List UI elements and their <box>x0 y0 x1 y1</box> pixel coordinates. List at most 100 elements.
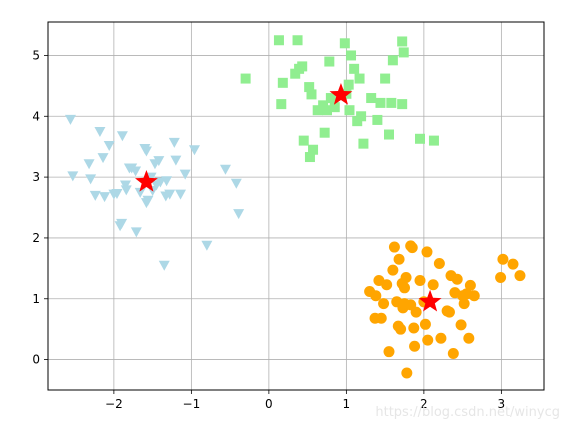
x-tick-label: 2 <box>420 397 428 411</box>
data-point-triangle <box>145 172 157 183</box>
data-point-triangle <box>175 189 187 200</box>
data-point-square <box>397 99 408 110</box>
data-point-square <box>384 129 394 140</box>
data-point-square <box>304 82 315 93</box>
data-point-square <box>240 73 251 84</box>
data-point-triangle <box>153 156 165 167</box>
data-point-circle <box>395 323 407 335</box>
data-point-square <box>398 47 409 58</box>
data-point-circle <box>468 290 480 302</box>
data-point-square <box>372 114 383 125</box>
data-point-circle <box>393 253 405 265</box>
y-tick-label: 1 <box>32 292 40 306</box>
data-point-square <box>349 63 360 74</box>
x-tick-label: 0 <box>265 397 273 411</box>
data-point-triangle <box>116 131 128 142</box>
data-point-circle <box>435 332 447 344</box>
data-point-circle <box>463 332 475 344</box>
data-point-triangle <box>168 137 180 148</box>
data-point-triangle <box>83 159 95 170</box>
data-point-circle <box>447 348 459 360</box>
data-point-triangle <box>97 153 109 164</box>
data-point-circle <box>408 322 420 334</box>
data-point-circle <box>378 298 390 310</box>
data-point-square <box>387 55 398 66</box>
data-point-triangle <box>116 218 128 229</box>
data-point-circle <box>433 257 445 269</box>
data-point-triangle <box>140 146 152 157</box>
data-point-circle <box>419 318 431 330</box>
x-tick-label: 1 <box>343 397 351 411</box>
data-point-triangle <box>230 178 242 189</box>
data-point-circle <box>401 367 413 379</box>
data-point-square <box>304 152 315 163</box>
data-point-circle <box>414 275 426 287</box>
data-point-circle <box>388 241 400 253</box>
data-point-circle <box>409 340 421 352</box>
watermark: https://blog.csdn.net/winycg <box>375 405 560 420</box>
grid-lines <box>48 22 544 390</box>
data-point-circle <box>421 246 433 258</box>
data-point-square <box>306 89 317 100</box>
axis-ticks: −2 −1 0 1 2 3 0 1 2 3 4 5 <box>32 48 505 411</box>
data-point-square <box>297 61 308 72</box>
plot-frame <box>47 21 545 391</box>
y-tick-label: 0 <box>32 353 40 367</box>
centroid-star <box>135 169 158 192</box>
centroid-star <box>418 289 442 312</box>
data-point-triangle <box>219 164 231 175</box>
data-point-circle <box>514 270 526 282</box>
data-point-square <box>339 38 350 49</box>
data-point-square <box>312 105 323 116</box>
data-point-circle <box>497 253 509 265</box>
data-point-square <box>428 135 439 146</box>
data-point-square <box>276 99 287 110</box>
data-point-triangle <box>164 189 176 200</box>
data-point-circle <box>464 279 476 291</box>
data-point-square <box>415 133 425 144</box>
data-point-square <box>375 97 386 108</box>
data-point-circle <box>507 258 519 270</box>
y-tick-label: 5 <box>32 48 40 62</box>
data-point-triangle <box>64 114 76 125</box>
data-point-square <box>354 73 365 84</box>
data-point-triangle <box>233 209 245 220</box>
data-point-circle <box>458 298 470 310</box>
data-point-circle <box>399 282 410 294</box>
data-point-triangle <box>179 169 191 180</box>
data-point-circle <box>381 279 393 291</box>
data-point-square <box>325 93 336 104</box>
data-point-square <box>324 56 335 67</box>
data-point-circle <box>406 242 418 254</box>
data-point-circle <box>387 264 399 276</box>
data-point-triangle <box>67 171 79 182</box>
data-point-triangle <box>158 260 170 271</box>
data-point-triangle <box>99 192 111 203</box>
data-point-triangle <box>188 145 200 156</box>
data-point-circle <box>443 306 455 318</box>
data-point-triangle <box>134 187 146 198</box>
data-point-triangle <box>120 185 132 196</box>
data-point-triangle <box>130 166 142 177</box>
data-point-square <box>273 35 284 46</box>
data-point-square <box>292 35 303 46</box>
data-point-triangle <box>161 176 173 187</box>
data-point-square <box>366 93 377 104</box>
data-point-square <box>322 105 332 116</box>
data-point-circle <box>370 290 382 302</box>
x-tick-label: −2 <box>105 397 123 411</box>
data-point-square <box>397 36 408 47</box>
x-tick-label: 3 <box>498 397 506 411</box>
centroid-star <box>329 82 353 105</box>
data-point-triangle <box>89 190 101 201</box>
data-point-square <box>344 105 355 116</box>
data-point-circle <box>375 312 387 324</box>
x-tick-label: −1 <box>183 397 201 411</box>
y-tick-label: 2 <box>32 231 40 245</box>
data-point-triangle <box>85 174 97 185</box>
data-point-circle <box>410 306 422 318</box>
y-tick-label: 3 <box>32 170 40 184</box>
data-point-square <box>386 97 397 108</box>
data-point-circle <box>422 334 434 346</box>
